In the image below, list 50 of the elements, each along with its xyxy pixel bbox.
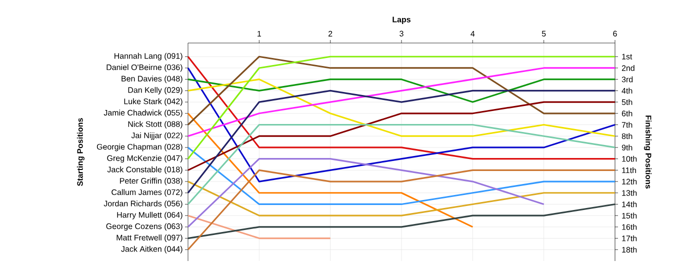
y2-tick-label: 11th (622, 167, 636, 174)
series-label: Jamie Chadwick (055) (104, 110, 182, 118)
y2-tick-label: 6th (622, 110, 632, 116)
y2-tick-label: 7th (622, 122, 632, 128)
y2-tick-label: 2nd (622, 65, 634, 71)
series-label: Jordan Richards (056) (104, 200, 182, 208)
text: Starting Positions (76, 118, 84, 186)
x-tick-label: 1 (258, 30, 262, 36)
series-label: Nick Stott (088) (128, 121, 182, 128)
y2-tick-label: 15th (622, 212, 637, 219)
y2-tick-label: 16th (622, 224, 637, 230)
y2-tick-label: 14th (622, 201, 637, 208)
line-series (187, 101, 616, 171)
series-label: Dan Kelly (029) (128, 86, 182, 94)
line-series (187, 78, 616, 137)
line-series (187, 158, 545, 228)
x-tick-label: 3 (400, 30, 404, 36)
y2-axis-title: Finishing Positions (644, 116, 652, 189)
series-label: Greg McKenzie (047) (107, 155, 182, 163)
x-tick-label: 5 (542, 30, 546, 36)
series-label: Callum James (072) (112, 189, 182, 197)
y2-tick-label: 3rd (622, 76, 633, 82)
series-label: Jack Aitken (044) (121, 246, 182, 254)
y2-tick-label: 12th (622, 178, 637, 184)
x-axis-title: Laps (392, 16, 411, 24)
text: Luke Stark (042) (124, 98, 182, 106)
series-label: Peter Griffin (038) (120, 178, 182, 186)
y2-tick-label: 5th (622, 99, 632, 105)
x-tick-label: 4 (470, 30, 475, 36)
series-label: Jai Nijjar (022) (131, 132, 182, 140)
series-label: Georgie Chapman (028) (96, 144, 182, 152)
line-series (187, 67, 616, 182)
series-label: Hannah Lang (091) (114, 52, 182, 60)
y2-tick-label: 1st (622, 54, 632, 60)
series-label: Matt Fretwell (097) (116, 234, 182, 242)
y2-tick-label: 13th (622, 190, 637, 196)
series-label: Ben Davies (048) (122, 76, 182, 84)
y2-tick-label: 9th (622, 144, 632, 150)
series-label: Jack Constable (018) (107, 166, 182, 174)
series-label: George Cozens (063) (106, 223, 182, 231)
x-tick-label: 2 (328, 30, 332, 36)
y2-tick-label: 10th (622, 156, 637, 162)
series-label: Daniel O'Beirne (036) (106, 64, 182, 72)
y2-tick-label: 18th (622, 246, 637, 253)
y2-tick-label: 17th (622, 235, 637, 242)
series-label: Harry Mullett (064) (117, 212, 182, 220)
x-tick-label: 6 (613, 30, 617, 36)
y2-tick-label: 8th (622, 133, 632, 140)
y2-tick-label: 4th (622, 88, 632, 94)
line-series (187, 67, 616, 137)
